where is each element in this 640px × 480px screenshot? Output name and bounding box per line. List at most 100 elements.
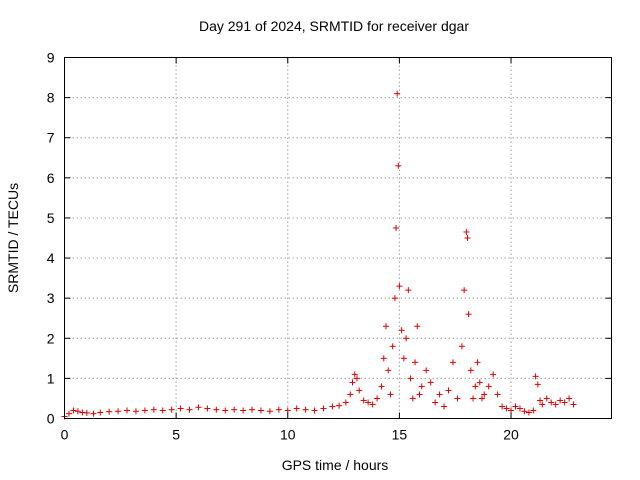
data-point (380, 355, 387, 362)
data-point (396, 283, 403, 290)
data-point (570, 401, 577, 408)
data-point (427, 379, 434, 386)
data-point (445, 387, 452, 394)
data-point (284, 407, 291, 414)
x-tick-label: 0 (61, 427, 69, 443)
data-point (213, 406, 220, 413)
y-tick-label: 4 (47, 250, 55, 266)
data-point (416, 391, 423, 398)
data-point (394, 90, 401, 97)
grid (64, 57, 612, 419)
data-point (177, 405, 184, 412)
data-point (65, 410, 72, 417)
data-point (474, 359, 481, 366)
data-point (320, 405, 327, 412)
data-point (512, 403, 519, 410)
y-tick-label: 0 (47, 411, 55, 427)
data-point (543, 395, 550, 402)
data-point (499, 403, 506, 410)
chart-title: Day 291 of 2024, SRMTID for receiver dga… (199, 18, 469, 34)
data-point (534, 381, 541, 388)
data-point (454, 395, 461, 402)
data-point (97, 409, 104, 416)
data-point (360, 397, 367, 404)
data-point (521, 408, 528, 415)
data-point (414, 323, 421, 330)
y-tick-label: 5 (47, 210, 55, 226)
x-tick-label: 10 (280, 427, 296, 443)
data-point (398, 327, 405, 334)
data-point (349, 379, 356, 386)
x-tick-label: 5 (172, 427, 180, 443)
data-point (257, 407, 264, 414)
data-point (393, 224, 400, 231)
data-point (403, 335, 410, 342)
y-tick-label: 2 (47, 330, 55, 346)
data-point (124, 407, 131, 414)
data-point (391, 295, 398, 302)
data-point (302, 406, 309, 413)
data-point (464, 235, 471, 241)
data-point (407, 375, 414, 382)
y-axis-label: SRMTID / TECUs (5, 183, 21, 293)
data-point (351, 371, 358, 378)
data-point (311, 407, 318, 414)
data-point (537, 397, 544, 404)
data-point (383, 323, 390, 330)
data-point (106, 408, 113, 415)
data-point (150, 406, 157, 413)
data-point (516, 405, 523, 412)
data-point (463, 228, 470, 235)
data-point (409, 395, 416, 402)
data-point (378, 383, 385, 390)
data-point (159, 407, 166, 414)
data-point (240, 407, 247, 414)
data-point (476, 379, 483, 386)
data-point (195, 404, 202, 411)
data-point (389, 343, 396, 350)
data-point (465, 311, 472, 318)
data-point (231, 406, 238, 413)
x-tick-label: 20 (503, 427, 519, 443)
data-point (479, 395, 486, 402)
data-point (418, 383, 425, 390)
y-tick-label: 3 (47, 290, 55, 306)
data-point (423, 367, 430, 374)
data-point (141, 407, 148, 414)
data-point (115, 408, 122, 415)
data-point (485, 383, 492, 390)
data-point (387, 391, 394, 398)
x-tick-label: 15 (392, 427, 408, 443)
data-point (186, 406, 193, 413)
axis-ticks: 0 1 2 3 4 5 6 7 8 9 0 5 10 15 20 (47, 50, 612, 443)
data-point (508, 407, 515, 414)
x-axis-label: GPS time / hours (282, 457, 389, 473)
data-point (400, 355, 407, 362)
data-point (441, 403, 448, 410)
data-point (336, 402, 343, 409)
data-point (503, 405, 510, 412)
data-point (561, 399, 568, 406)
data-point (356, 387, 363, 394)
data-point (369, 401, 376, 408)
data-point (342, 399, 349, 406)
data-point (266, 408, 273, 415)
data-point (168, 406, 175, 413)
data-point (83, 409, 90, 416)
data-point (566, 395, 573, 402)
data-point (329, 403, 336, 410)
data-point (557, 397, 564, 404)
data-point (552, 401, 559, 408)
data-point (494, 391, 501, 398)
data-point (539, 401, 546, 408)
data-point (458, 343, 465, 350)
data-point (347, 391, 354, 398)
data-point (70, 407, 77, 414)
data-point (74, 408, 81, 415)
data-point (405, 287, 412, 294)
data-point (249, 406, 256, 413)
y-tick-label: 7 (47, 130, 55, 146)
data-point (353, 375, 360, 382)
data-point (467, 367, 474, 374)
